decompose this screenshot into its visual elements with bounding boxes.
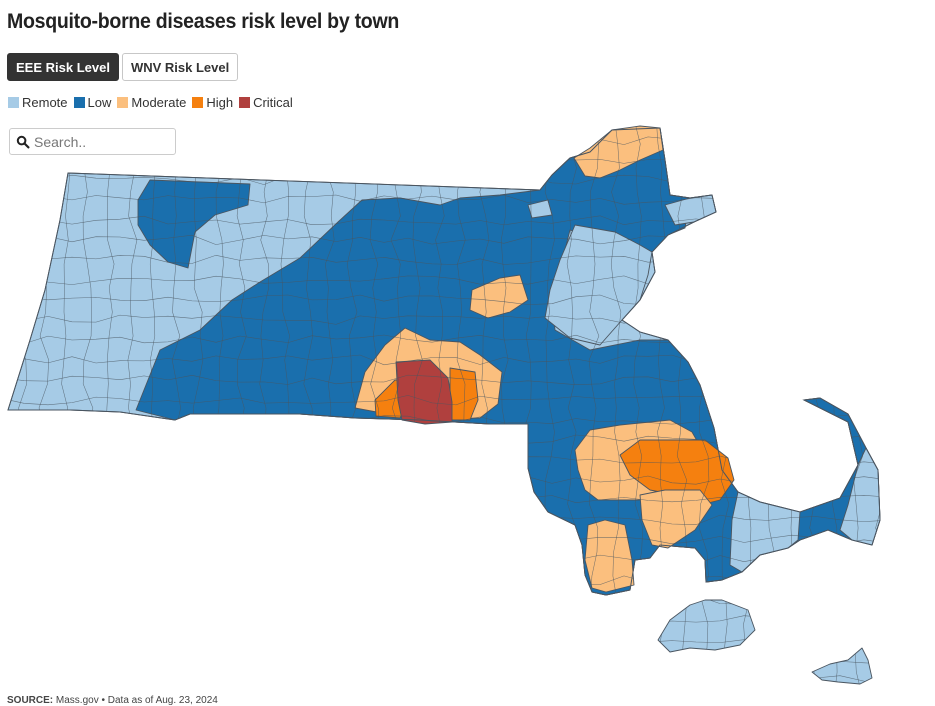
legend-swatch-moderate [117, 97, 129, 108]
legend-item-low: Low [73, 95, 112, 110]
town-boundary-line [919, 120, 929, 696]
town-boundary-line [8, 635, 880, 646]
legend-item-moderate: Moderate [117, 95, 186, 110]
source-label: SOURCE: [7, 695, 54, 706]
legend-label-moderate: Moderate [131, 95, 187, 110]
state-outline [7, 127, 881, 596]
remote-nantucket-region[interactable] [811, 647, 873, 685]
legend-item-high: High [192, 95, 233, 110]
legend-label-low: Low [87, 95, 112, 110]
town-boundary-line [8, 654, 880, 665]
town-boundary-line [897, 120, 907, 696]
town-boundary-line [8, 135, 880, 146]
region-outlines [7, 127, 881, 596]
legend-label-remote: Remote [22, 95, 68, 110]
legend-swatch-low [73, 97, 85, 108]
town-boundary-line [875, 126, 880, 684]
moderate-central-region[interactable] [469, 274, 529, 319]
town-boundary-line [8, 155, 880, 165]
town-search-box[interactable] [9, 128, 176, 155]
remote-marthas-vineyard-region[interactable] [657, 599, 756, 653]
high-plymouth-region[interactable] [619, 439, 735, 506]
map-legend: Remote Low Moderate High Critical [8, 95, 299, 110]
town-boundary-line [8, 474, 880, 485]
legend-swatch-remote [8, 97, 19, 108]
search-input[interactable] [34, 133, 164, 150]
legend-label-critical: Critical [253, 95, 293, 110]
town-boundary-line [8, 554, 880, 566]
risk-type-toggle: EEE Risk Level WNV Risk Level [7, 53, 239, 81]
town-boundary-line [8, 454, 880, 465]
town-boundary-line [0, 120, 5, 696]
town-regions [7, 125, 881, 685]
town-boundary-line [8, 494, 880, 505]
town-boundary-line [809, 126, 820, 684]
legend-item-critical: Critical [239, 95, 293, 110]
source-text: Mass.gov • Data as of Aug. 23, 2024 [55, 695, 218, 706]
town-boundary-line [8, 574, 880, 586]
town-boundary-line [8, 434, 880, 446]
town-boundary-line [8, 594, 880, 606]
page-title: Mosquito-borne diseases risk level by to… [7, 10, 400, 33]
town-boundary-line [8, 614, 880, 625]
remote-cape-cod-region[interactable] [729, 491, 801, 573]
wnv-risk-button[interactable]: WNV Risk Level [121, 53, 239, 81]
search-icon [16, 135, 30, 148]
eee-risk-button[interactable]: EEE Risk Level [7, 53, 119, 81]
legend-item-remote: Remote [8, 95, 68, 110]
town-boundary-line [786, 126, 798, 684]
legend-label-high: High [206, 95, 234, 110]
town-boundary-line [8, 674, 880, 684]
town-boundary-line [764, 126, 775, 684]
legend-swatch-critical [239, 97, 251, 108]
town-boundary-line [853, 126, 863, 684]
source-line: SOURCE: Mass.gov • Data as of Aug. 23, 2… [7, 695, 218, 706]
moderate-bristol-east-region[interactable] [639, 489, 713, 549]
legend-swatch-high [192, 97, 204, 108]
